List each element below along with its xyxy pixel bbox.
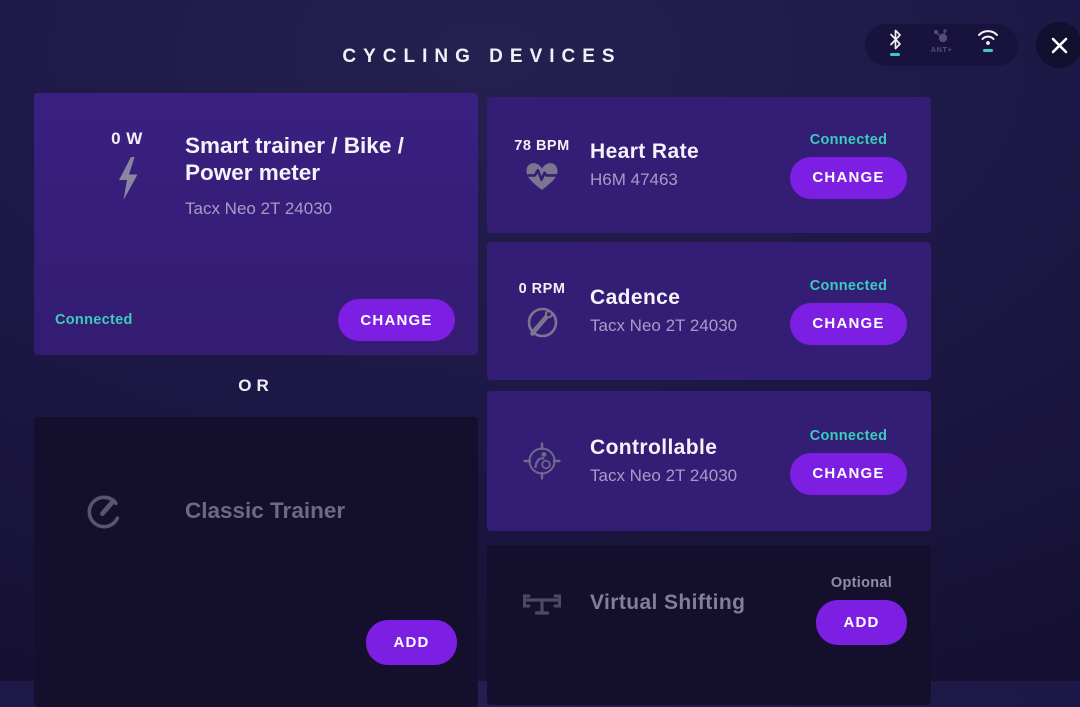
- controllable-title: Controllable: [590, 436, 718, 459]
- classic-trainer-title: Classic Trainer: [185, 498, 346, 523]
- heart-rate-card: 78 BPM Heart Rate H6M 47463 Connected CH…: [487, 97, 931, 233]
- or-divider: OR: [238, 376, 274, 395]
- controllable-card: Controllable Tacx Neo 2T 24030 Connected…: [487, 391, 931, 531]
- classic-trainer-card: Classic Trainer ADD: [34, 417, 478, 707]
- wifi-connected-indicator: [983, 49, 993, 52]
- power-icon: [82, 155, 172, 207]
- classic-trainer-gauge-icon: [83, 491, 125, 533]
- bluetooth-connected-indicator: [890, 53, 900, 56]
- heart-rate-title: Heart Rate: [590, 140, 700, 163]
- cadence-icon: [527, 307, 557, 338]
- ant-status[interactable]: ANT+: [925, 29, 959, 54]
- virtual-shifting-icon: [523, 594, 561, 615]
- controllable-change-button[interactable]: CHANGE: [790, 452, 907, 495]
- smart-trainer-status: Connected: [55, 312, 133, 328]
- virtual-shifting-title: Virtual Shifting: [590, 591, 746, 614]
- heart-rate-icon: [526, 163, 558, 190]
- close-icon: [1051, 37, 1067, 53]
- controllable-device: Tacx Neo 2T 24030: [590, 466, 738, 485]
- cadence-status: Connected: [809, 277, 888, 294]
- controllable-status: Connected: [809, 427, 888, 444]
- ant-plus-icon: [934, 29, 948, 43]
- cadence-title: Cadence: [590, 286, 681, 309]
- bluetooth-status[interactable]: [878, 29, 912, 56]
- smart-trainer-change-button[interactable]: CHANGE: [338, 299, 455, 341]
- controllable-icon: [523, 442, 561, 480]
- cadence-metric: 0 RPM: [518, 281, 566, 297]
- classic-trainer-add-button[interactable]: ADD: [366, 620, 457, 665]
- bluetooth-icon: [889, 29, 901, 50]
- smart-trainer-card: 0 W Smart trainer / Bike / Power meter T…: [34, 93, 478, 355]
- wifi-icon: [978, 30, 998, 45]
- cadence-change-button[interactable]: CHANGE: [790, 302, 907, 345]
- connection-status-pill: ANT+: [865, 24, 1018, 66]
- heart-rate-metric: 78 BPM: [514, 138, 570, 154]
- virtual-shifting-status: Optional: [830, 575, 893, 591]
- virtual-shifting-add-button[interactable]: ADD: [816, 600, 907, 645]
- smart-trainer-device: Tacx Neo 2T 24030: [185, 199, 333, 218]
- cadence-device: Tacx Neo 2T 24030: [590, 316, 738, 335]
- ant-plus-label: ANT+: [930, 45, 953, 54]
- heart-rate-status: Connected: [809, 131, 888, 148]
- close-button[interactable]: [1036, 22, 1080, 68]
- heart-rate-change-button[interactable]: CHANGE: [790, 156, 907, 199]
- smart-trainer-title: Smart trainer / Bike / Power meter: [185, 133, 404, 185]
- wifi-status[interactable]: [971, 29, 1005, 52]
- virtual-shifting-card: Virtual Shifting Optional ADD: [487, 545, 931, 705]
- power-metric: 0 W: [111, 129, 143, 148]
- heart-rate-device: H6M 47463: [590, 170, 678, 189]
- cadence-card: 0 RPM Cadence Tacx Neo 2T 24030 Connecte…: [487, 242, 931, 380]
- page-title: CYCLING DEVICES: [342, 45, 622, 67]
